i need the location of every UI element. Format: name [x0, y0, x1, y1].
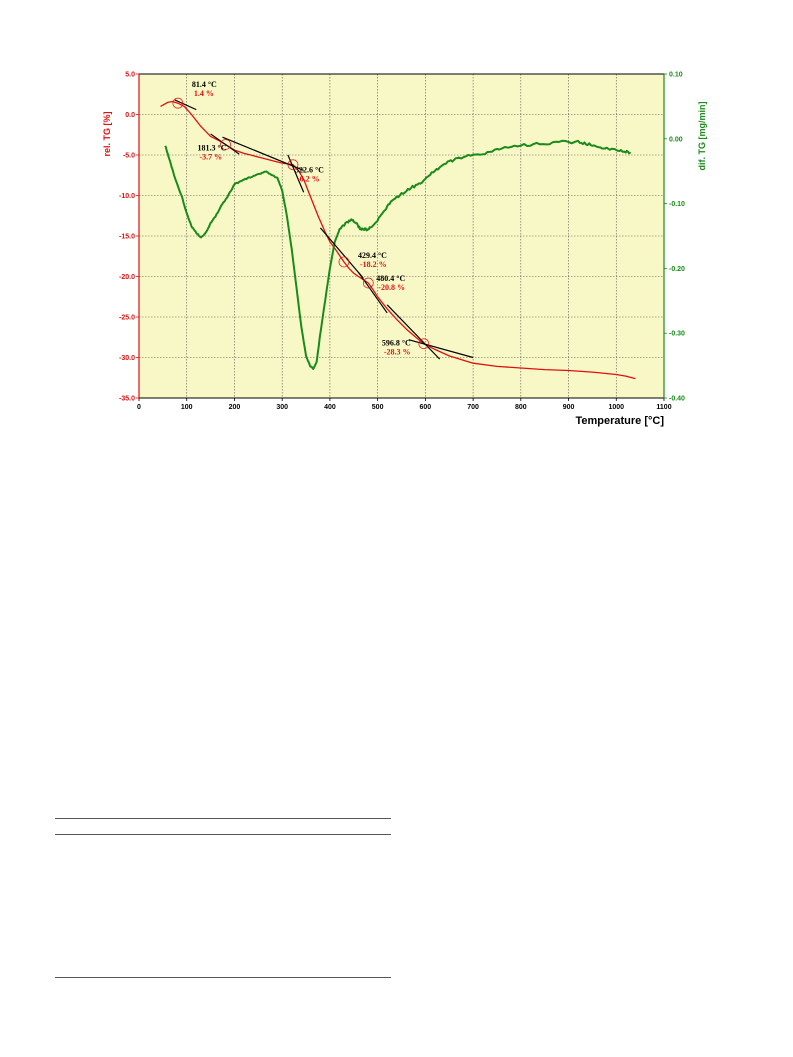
annotation-mass-change: -3.7 % — [200, 152, 223, 161]
tangent-line — [408, 339, 474, 359]
x-tick-label: 800 — [515, 404, 527, 411]
y-left-tick-label: 0.0 — [125, 112, 135, 119]
y-left-tick-label: -25.0 — [119, 315, 135, 322]
y-right-tick-label: -0.10 — [669, 201, 685, 208]
y-right-tick-label: -0.40 — [669, 396, 685, 403]
y-axis-left-label: rel. TG [%] — [102, 111, 112, 156]
annotation-temperature: 596.8 °C — [382, 339, 411, 348]
annotation-temperature: 429.4 °C — [358, 251, 387, 260]
inflection-marker — [287, 159, 299, 171]
inflection-marker — [220, 139, 231, 150]
annotation-temperature: 181.3 °C — [198, 143, 227, 152]
tangent-line — [287, 154, 305, 193]
annotation-mass-change: -20.8 % — [378, 283, 405, 292]
annotation-temperature: 81.4 °C — [192, 80, 217, 89]
table-bottom-rule — [55, 977, 391, 978]
x-tick-label: 1100 — [656, 404, 671, 411]
inflection-marker — [362, 277, 374, 289]
tangent-line — [210, 133, 240, 155]
y-left-tick-label: -10.0 — [119, 193, 135, 200]
inflection-marker — [338, 256, 350, 268]
y-left-tick-label: -15.0 — [119, 234, 135, 241]
table-header-rule — [55, 834, 391, 835]
x-tick-label: 700 — [467, 404, 479, 411]
annotation-mass-change: -6.2 % — [297, 175, 320, 184]
y-left-tick-label: -20.0 — [119, 274, 135, 281]
x-tick-label: 400 — [324, 404, 336, 411]
y-left-tick-label: 5.0 — [125, 72, 135, 79]
annotation-mass-change: -28.3 % — [384, 348, 411, 357]
tangent-line — [319, 227, 364, 279]
plot-area — [136, 73, 667, 401]
inflection-marker — [418, 338, 430, 350]
y-right-tick-label: -0.30 — [669, 331, 685, 338]
tangent-line — [174, 99, 197, 111]
tangent-line — [358, 272, 388, 314]
x-tick-label: 200 — [229, 404, 241, 411]
y-right-tick-label: 0.10 — [669, 72, 683, 79]
inflection-marker — [172, 97, 184, 109]
x-axis-label: Temperature [°C] — [575, 415, 664, 427]
tangent-line — [222, 136, 304, 171]
annotation-mass-change: -18.2 % — [360, 260, 387, 269]
y-left-tick-label: -5.0 — [123, 153, 135, 160]
chart-text: rel. TG [%] dif. TG [mg/min] Temperature… — [102, 72, 707, 428]
y-right-tick-label: 0.00 — [669, 136, 683, 143]
x-tick-label: 900 — [563, 404, 575, 411]
x-tick-label: 0 — [137, 404, 141, 411]
x-tick-label: 300 — [276, 404, 288, 411]
tangent-line — [386, 304, 441, 360]
annotation-temperature: 322.6 °C — [295, 166, 324, 175]
annotation-mass-change: 1.4 % — [194, 89, 214, 98]
y-right-tick-label: -0.20 — [669, 266, 685, 273]
y-axis-right-label: dif. TG [mg/min] — [697, 102, 707, 171]
dif-tg-series-line — [164, 139, 631, 370]
y-left-tick-label: -30.0 — [119, 355, 135, 362]
x-tick-label: 1000 — [608, 404, 624, 411]
y-left-tick-label: -35.0 — [119, 396, 135, 403]
annotation-temperature: 480.4 °C — [376, 274, 405, 283]
x-tick-label: 100 — [181, 404, 193, 411]
table-top-rule — [55, 818, 391, 819]
x-tick-label: 500 — [372, 404, 384, 411]
x-tick-label: 600 — [420, 404, 432, 411]
